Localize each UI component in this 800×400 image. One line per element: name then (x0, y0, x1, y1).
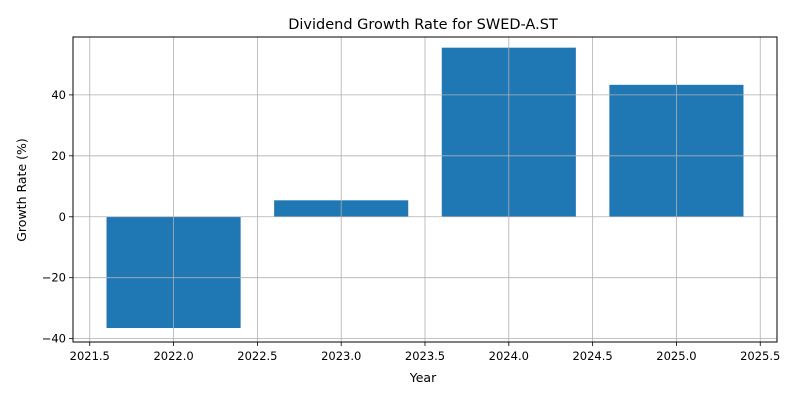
y-axis-ticks: −40 −20 0 20 40 (42, 88, 73, 346)
y-tick-label: 0 (59, 210, 66, 224)
y-tick-label: −40 (42, 332, 66, 346)
x-tick-label: 2022.0 (153, 349, 193, 363)
x-tick-label: 2023.5 (405, 349, 445, 363)
x-tick-label: 2024.0 (489, 349, 529, 363)
x-tick-label: 2021.5 (70, 349, 110, 363)
grid-lines (73, 37, 777, 342)
y-tick-label: 40 (51, 88, 66, 102)
y-axis-label: Growth Rate (%) (14, 138, 29, 242)
x-tick-label: 2024.5 (572, 349, 612, 363)
x-tick-label: 2025.5 (740, 349, 780, 363)
x-tick-label: 2025.0 (656, 349, 696, 363)
x-tick-label: 2022.5 (237, 349, 277, 363)
x-axis-label: Year (409, 370, 437, 385)
chart-title: Dividend Growth Rate for SWED-A.ST (288, 17, 558, 33)
x-axis-ticks: 2021.5 2022.0 2022.5 2023.0 2023.5 2024.0 2024… (70, 342, 780, 363)
x-tick-label: 2023.0 (321, 349, 361, 363)
y-tick-label: −20 (42, 271, 66, 285)
y-tick-label: 20 (51, 149, 66, 163)
